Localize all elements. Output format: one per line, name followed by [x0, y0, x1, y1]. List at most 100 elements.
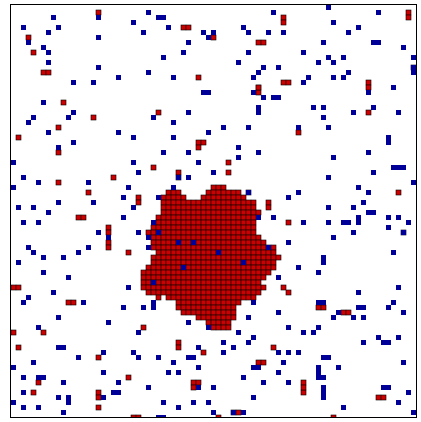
cluster-cell — [225, 244, 232, 251]
cluster-cell — [275, 254, 282, 261]
walker-particle — [321, 115, 326, 120]
cluster-cell — [230, 279, 237, 286]
cluster-cell — [225, 289, 232, 296]
walker-particle — [411, 410, 416, 415]
cluster-cell — [210, 244, 217, 251]
cluster-cell — [150, 234, 157, 241]
cluster-cell — [165, 269, 172, 276]
cluster-cell — [235, 239, 242, 246]
walker-particle — [316, 270, 321, 275]
walker-particle — [191, 400, 196, 405]
cluster-cell — [215, 234, 222, 241]
stray-red-cell — [280, 19, 287, 26]
cluster-cell — [235, 194, 242, 201]
cluster-cell — [160, 239, 167, 246]
cluster-cell — [255, 244, 262, 251]
walker-particle — [186, 110, 191, 115]
cluster-cell — [205, 199, 212, 206]
cluster-cell — [180, 214, 187, 221]
cluster-cell — [240, 214, 247, 221]
cluster-cell — [205, 274, 212, 281]
stray-red-cell — [60, 99, 67, 106]
walker-particle — [411, 55, 416, 60]
cluster-cell — [165, 204, 172, 211]
cluster-cell — [165, 249, 172, 256]
walker-particle — [256, 215, 261, 220]
walker-particle — [91, 200, 96, 205]
cluster-cell — [215, 319, 222, 326]
cluster-cell — [155, 219, 162, 226]
walker-particle — [301, 50, 306, 55]
cluster-cell — [205, 229, 212, 236]
cluster-cell — [180, 229, 187, 236]
cluster-cell — [210, 269, 217, 276]
cluster-cell — [175, 234, 182, 241]
cluster-cell — [255, 284, 262, 291]
cluster-cell — [195, 229, 202, 236]
walker-particle — [246, 190, 251, 195]
walker-particle — [261, 95, 266, 100]
cluster-cell — [180, 309, 187, 316]
walker-particle — [16, 260, 21, 265]
cluster-cell — [265, 269, 272, 276]
walker-particle — [376, 10, 381, 15]
stray-red-cell — [11, 329, 17, 336]
walker-particle — [81, 300, 86, 305]
cluster-cell — [160, 274, 167, 281]
cluster-cell — [240, 254, 247, 261]
walker-particle — [366, 150, 371, 155]
cluster-cell — [140, 279, 147, 286]
stray-red-cell — [175, 339, 182, 346]
cluster-cell — [215, 324, 222, 331]
cluster-cell — [190, 199, 197, 206]
walker-particle — [161, 400, 166, 405]
walker-particle — [286, 350, 291, 355]
cluster-cell — [220, 204, 227, 211]
cluster-cell — [180, 204, 187, 211]
walker-particle — [351, 205, 356, 210]
cluster-cell — [230, 269, 237, 276]
walker-particle — [71, 110, 76, 115]
walker-particle — [376, 40, 381, 45]
cluster-cell — [165, 274, 172, 281]
cluster-cell — [200, 234, 207, 241]
cluster-cell — [200, 299, 207, 306]
cluster-cell — [270, 254, 277, 261]
cluster-cell — [190, 244, 197, 251]
walker-particle — [401, 165, 406, 170]
cluster-cell — [155, 284, 162, 291]
walker-particle — [266, 30, 271, 35]
cluster-cell — [220, 289, 227, 296]
cluster-cell — [150, 269, 157, 276]
cluster-cell — [185, 249, 192, 256]
cluster-cell — [220, 229, 227, 236]
cluster-cell — [185, 234, 192, 241]
cluster-cell — [270, 264, 277, 271]
cluster-cell — [180, 294, 187, 301]
stray-red-cell — [210, 34, 217, 41]
cluster-cell — [220, 314, 227, 321]
cluster-cell — [165, 214, 172, 221]
walker-particle — [26, 120, 31, 125]
cluster-cell — [165, 289, 172, 296]
cluster-cell — [240, 204, 247, 211]
walker-particle — [206, 35, 211, 40]
walker-particle — [361, 200, 366, 205]
cluster-cell — [260, 244, 267, 251]
walker-particle — [266, 245, 271, 250]
cluster-cell — [210, 199, 217, 206]
walker-particle — [316, 60, 321, 65]
walker-particle — [281, 30, 286, 35]
stray-red-cell — [265, 204, 272, 211]
cluster-cell — [260, 274, 267, 281]
cluster-cell — [160, 199, 167, 206]
cluster-cell — [220, 209, 227, 216]
stray-red-cell — [255, 359, 262, 366]
walker-particle — [26, 295, 31, 300]
walker-particle — [281, 360, 286, 365]
walker-particle — [251, 365, 256, 370]
cluster-cell — [210, 209, 217, 216]
cluster-cell — [215, 189, 222, 196]
cluster-cell — [165, 209, 172, 216]
walker-particle — [316, 300, 321, 305]
